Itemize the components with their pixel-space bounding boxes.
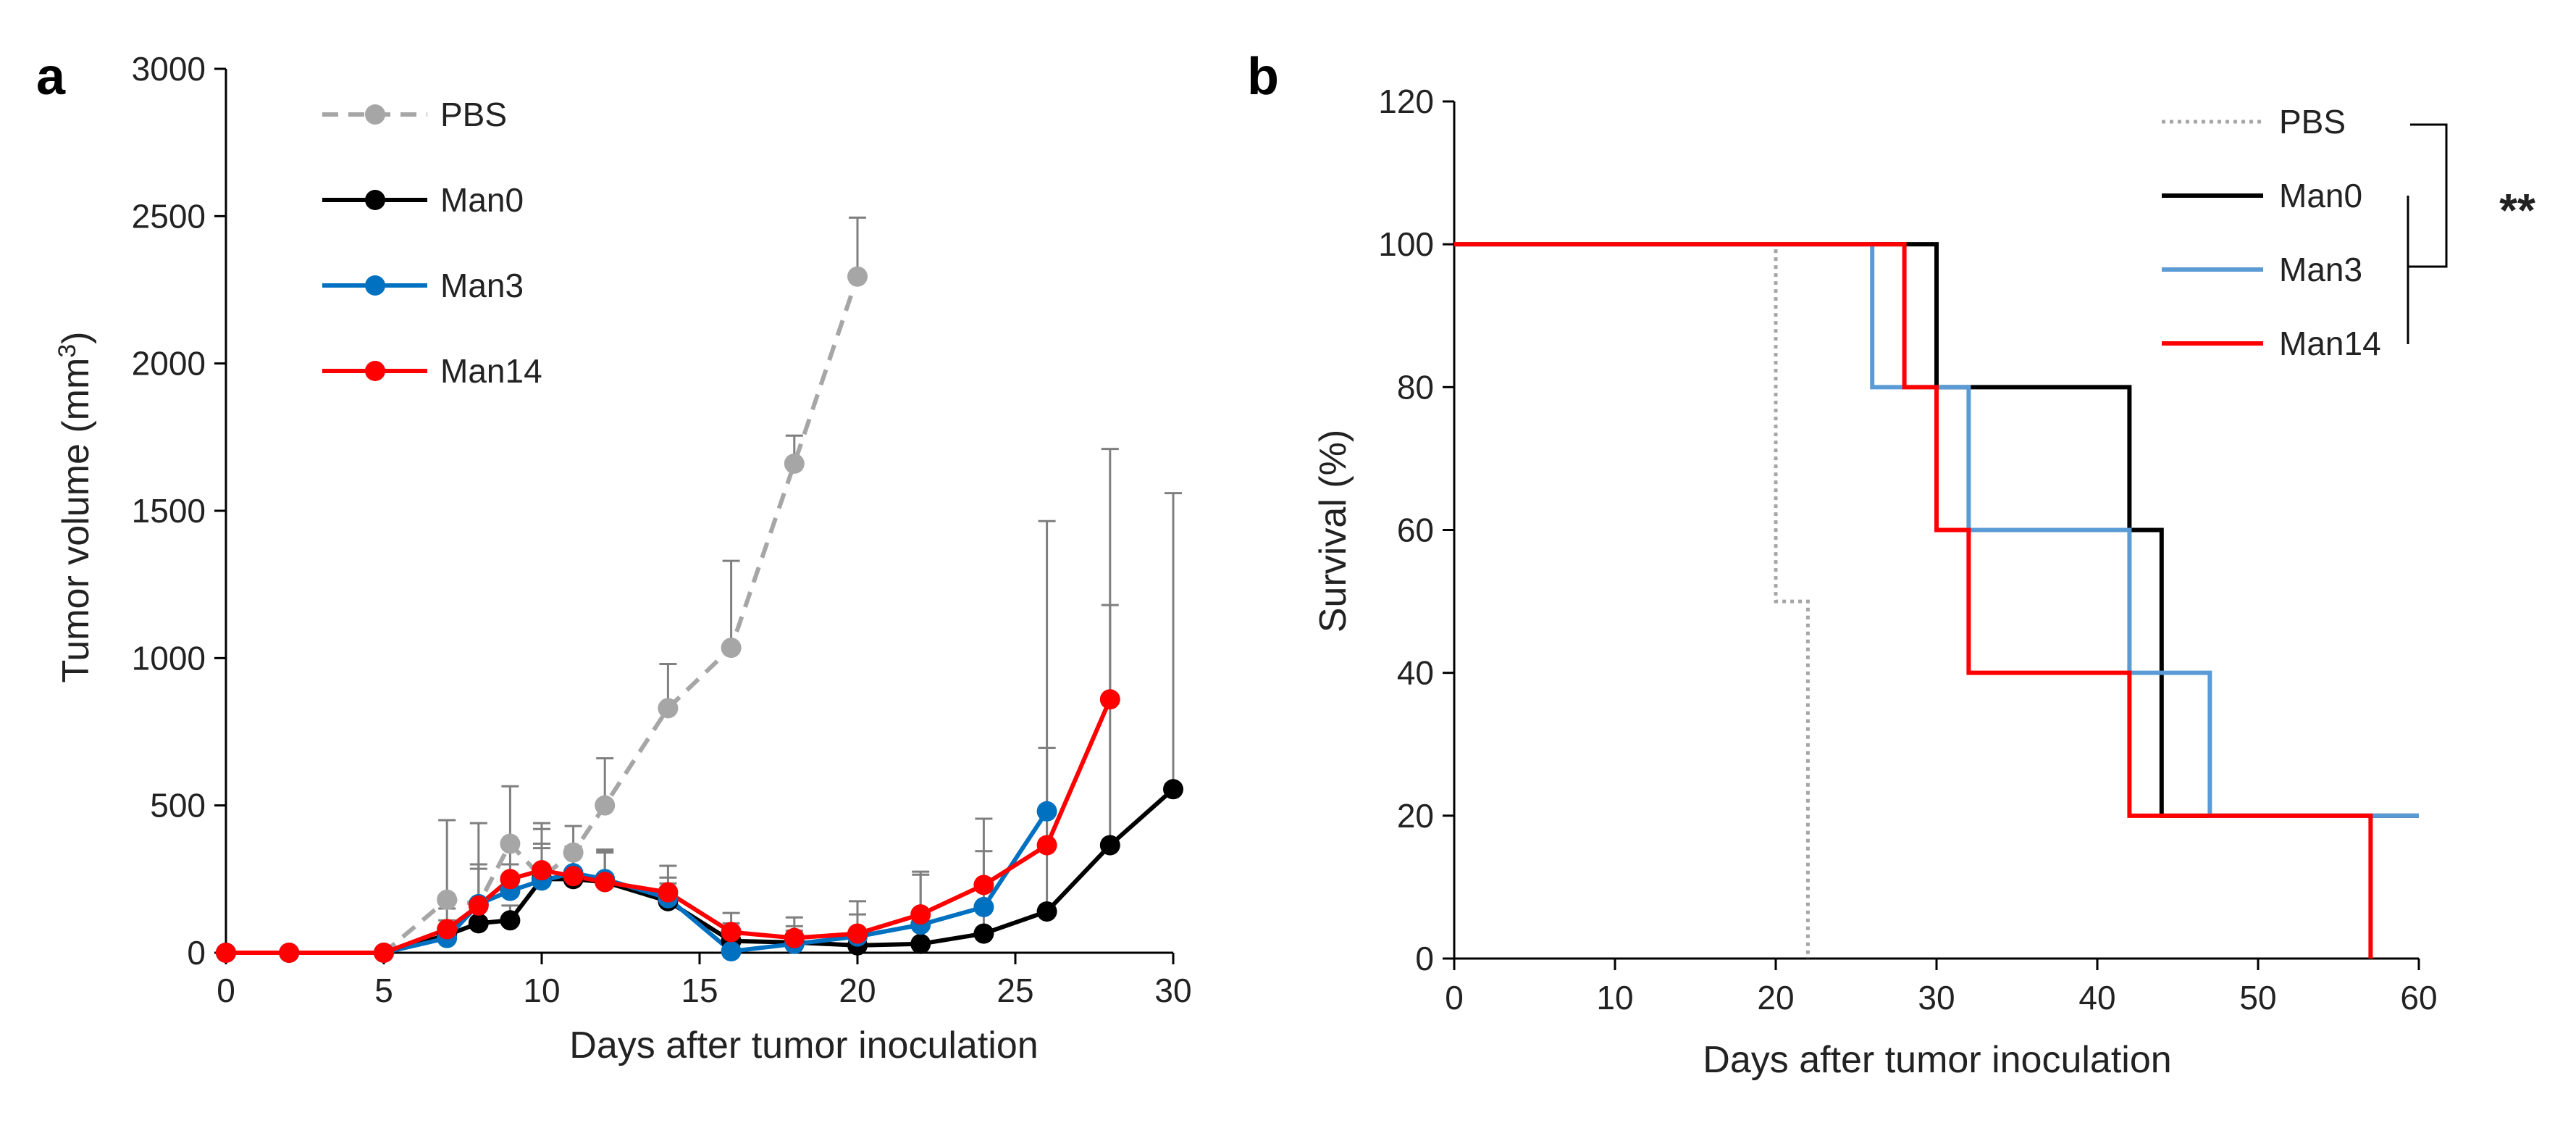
panel-a-y-tick-label: 1000	[132, 639, 206, 677]
panel-b-y-tick-label: 0	[1415, 940, 1434, 977]
panel-a-x-tick-label: 15	[681, 972, 718, 1009]
panel-a-y-title-prefix: Tumor volume (mm	[55, 358, 97, 683]
survival-curve-man14	[1454, 242, 2373, 959]
panel-b-x-axis-title: Days after tumor inoculation	[1703, 1039, 2171, 1081]
series-line-man3	[226, 810, 1049, 955]
data-point-pbs	[437, 889, 458, 910]
data-point-man14	[595, 872, 616, 893]
data-point-man14	[279, 943, 300, 963]
panel-b: b 0 20 40 60 80 100 120 0 10 20 30 40 50 60 Days aft…	[1247, 48, 2535, 1081]
data-point-man14	[563, 866, 584, 887]
panel-a-x-tick-label: 5	[374, 972, 393, 1009]
data-point-pbs	[784, 453, 805, 474]
data-point-man14	[910, 904, 931, 925]
data-point-man14	[784, 927, 805, 948]
panel-a-x-tick-label: 20	[839, 972, 876, 1009]
legend-marker-man0	[365, 190, 385, 210]
panel-a-letter: a	[36, 48, 66, 106]
data-point-man3	[1036, 801, 1057, 822]
data-point-pbs	[595, 795, 616, 816]
data-point-man0	[500, 910, 521, 931]
panel-b-y-axis-title: Survival (%)	[1312, 430, 1354, 633]
data-point-man0	[1099, 835, 1120, 856]
significance-bracket	[2407, 123, 2448, 344]
panel-b-x-tick-label: 20	[1757, 979, 1794, 1016]
panel-b-x-tick-label: 40	[2078, 979, 2115, 1016]
legend-marker-pbs	[365, 104, 385, 125]
panel-a-y-tick-label: 3000	[132, 50, 206, 88]
data-point-pbs	[563, 842, 584, 863]
panel-a-y-tick-label: 0	[187, 934, 206, 972]
data-point-man14	[1036, 835, 1057, 856]
data-point-man14	[658, 882, 679, 903]
data-point-man0	[1036, 901, 1057, 922]
data-point-man0	[468, 913, 489, 934]
legend-label-man0: Man0	[2279, 177, 2362, 214]
data-point-man0	[973, 923, 994, 944]
panel-b-y-tick-label: 80	[1397, 368, 1434, 406]
data-point-man0	[1163, 779, 1183, 800]
panel-b-x-tick-label: 50	[2239, 979, 2276, 1016]
panel-a-x-axis-title: Days after tumor inoculation	[569, 1024, 1038, 1066]
panel-b-y-tick-label: 40	[1397, 654, 1434, 692]
panel-a-x-tick-label: 25	[997, 972, 1033, 1009]
data-point-man14	[532, 860, 552, 881]
panel-a-x-tick-label: 0	[217, 972, 235, 1009]
survival-curve-man0	[1454, 242, 2419, 818]
legend-label-man14: Man14	[440, 352, 542, 390]
data-point-man14	[500, 869, 521, 890]
panel-a-y-tick-label: 500	[150, 787, 206, 824]
legend-label-pbs: PBS	[2279, 103, 2346, 141]
legend-label-man3: Man3	[440, 267, 524, 304]
panel-b-x-tick-label: 60	[2400, 979, 2437, 1016]
data-point-man14	[374, 943, 394, 963]
data-point-man14	[721, 922, 742, 943]
panel-b-x-tick-label: 0	[1445, 979, 1464, 1016]
data-point-man14	[973, 874, 994, 896]
series-line-man0	[226, 788, 1175, 955]
significance-label: **	[2499, 184, 2535, 236]
data-point-man14	[468, 895, 489, 916]
data-point-man14	[1099, 689, 1120, 710]
panel-a-legend: PBS Man0 Man3 Man14	[322, 96, 542, 390]
data-point-man14	[847, 923, 868, 944]
panel-a-y-title-sup: 3	[54, 344, 81, 358]
data-point-pbs	[721, 638, 742, 659]
panel-b-letter: b	[1247, 48, 1279, 106]
panel-b-y-tick-label: 60	[1397, 512, 1434, 549]
bracket-pbs-vs-all	[2410, 123, 2448, 268]
panel-b-y-tick-label: 100	[1378, 225, 1434, 263]
data-point-pbs	[658, 698, 679, 719]
panel-a-x-tick-label: 30	[1154, 972, 1191, 1009]
legend-label-man0: Man0	[440, 181, 524, 219]
panel-a-y-axis-title: Tumor volume (mm3)	[54, 331, 97, 682]
legend-label-man14: Man14	[2279, 325, 2381, 362]
panel-b-x-tick-label: 10	[1596, 979, 1633, 1016]
legend-marker-man3	[365, 275, 385, 296]
panel-b-y-tick-label: 120	[1378, 83, 1434, 120]
panel-a-y-tick-label: 1500	[132, 492, 206, 530]
data-point-man14	[437, 919, 458, 940]
panel-a-y-tick-label: 2000	[132, 345, 206, 383]
panel-a-x-tick-label: 10	[523, 972, 560, 1009]
panel-b-legend: PBS Man0 Man3 Man14	[2162, 103, 2381, 362]
panel-b-y-tick-label: 20	[1397, 797, 1434, 835]
panel-b-x-tick-label: 30	[1918, 979, 1955, 1016]
survival-curve-pbs	[1454, 242, 1810, 959]
data-point-man14	[216, 943, 236, 963]
survival-curve-man3	[1454, 242, 2419, 818]
panel-a-y-tick-label: 2500	[132, 197, 206, 235]
data-point-man3	[973, 896, 994, 917]
legend-label-pbs: PBS	[440, 96, 507, 133]
panel-a-y-title-suffix: )	[55, 331, 97, 343]
data-point-pbs	[500, 833, 521, 854]
data-point-man3	[721, 940, 742, 961]
legend-label-man3: Man3	[2279, 251, 2362, 288]
data-point-pbs	[847, 266, 868, 287]
legend-marker-man14	[365, 361, 385, 381]
data-point-man0	[910, 933, 931, 954]
